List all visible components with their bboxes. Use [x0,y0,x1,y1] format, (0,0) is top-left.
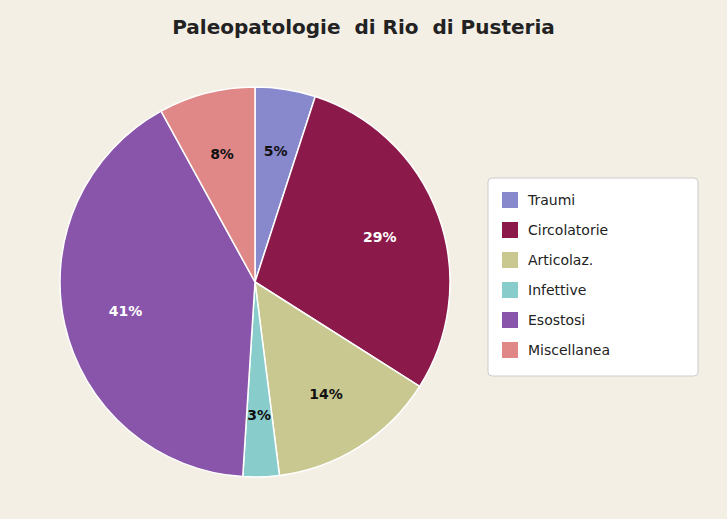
chart: Paleopatologie di Rio di Pusteria 5% 29% 14… [0,0,727,519]
slice [255,282,420,475]
legend-swatch [502,192,518,208]
legend-label: Articolaz. [528,252,593,268]
legend-swatch [502,282,518,298]
legend: Traumi Circolatorie Articolaz. Infettive Eso… [488,178,698,376]
data-label: 8% [210,146,234,162]
data-label: 29% [363,229,397,245]
data-label: 14% [309,386,343,402]
legend-label: Miscellanea [528,342,610,358]
legend-swatch [502,312,518,328]
legend-swatch [502,252,518,268]
data-label: 3% [247,407,271,423]
legend-label: Infettive [528,282,586,298]
legend-label: Esostosi [528,312,585,328]
slices [60,87,450,477]
legend-label: Circolatorie [528,222,608,238]
legend-swatch [502,342,518,358]
legend-box [488,178,698,376]
data-labels: 5% 29% 14% 3% 41% 8% [109,143,397,423]
title: Paleopatologie di Rio di Pusteria [172,15,554,39]
data-label: 5% [264,143,288,159]
data-label: 41% [109,303,143,319]
legend-label: Traumi [527,192,575,208]
slice [161,87,255,282]
legend-swatch [502,222,518,238]
